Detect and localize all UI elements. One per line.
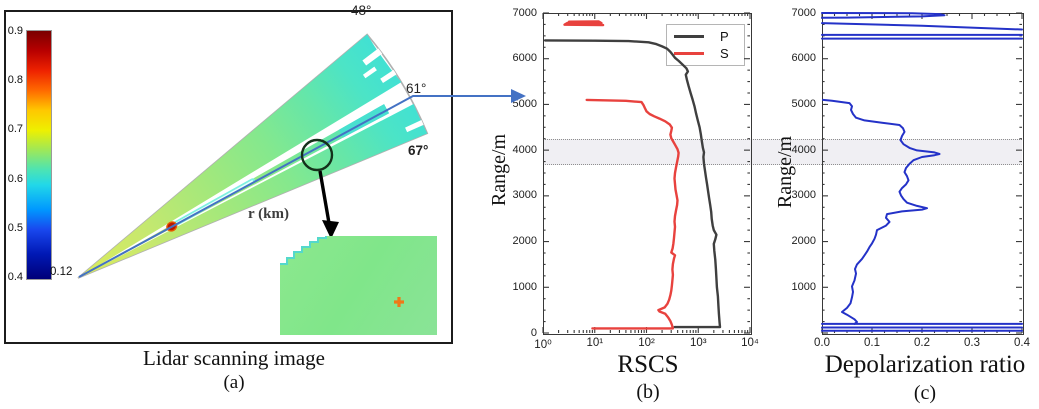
legend-label-s: S xyxy=(720,46,729,62)
c-ytick-1000: 1000 xyxy=(791,280,816,293)
b-xtick-3: 10³ xyxy=(689,337,707,349)
c-xtick-0.0: 0.0 xyxy=(814,337,830,349)
b-ytick-6000: 6000 xyxy=(512,52,537,65)
colorbar-tick-0.6: 0.6 xyxy=(7,172,23,185)
b-ytick-2000: 2000 xyxy=(512,235,537,248)
c-ytick-6000: 6000 xyxy=(791,52,816,65)
panel-a-tag: (a) xyxy=(223,372,245,393)
colorbar xyxy=(26,30,52,280)
legend-box: P S xyxy=(666,24,745,66)
colorbar-tick-0.8: 0.8 xyxy=(7,74,23,87)
panel-a-caption: Lidar scanning image xyxy=(143,346,325,370)
rscs-y-axis-title: Range/m xyxy=(488,133,510,207)
legend-label-p: P xyxy=(720,28,729,44)
angle-label-67: 67° xyxy=(408,143,429,158)
legend-entry-s: S xyxy=(667,46,744,61)
b-ytick-1000: 1000 xyxy=(512,280,537,293)
s-line-swatch xyxy=(674,52,704,56)
c-ytick-2000: 2000 xyxy=(791,235,816,248)
c-xtick-0.3: 0.3 xyxy=(964,337,980,349)
c-xtick-0.1: 0.1 xyxy=(864,337,880,349)
rscs-x-axis-title: RSCS xyxy=(617,351,679,378)
depol-x-axis-title: Depolarization ratio xyxy=(824,351,1026,378)
colorbar-tick-0.7: 0.7 xyxy=(7,123,23,136)
range-axis-label: r (km) xyxy=(248,206,289,222)
b-ytick-0: 0 xyxy=(530,326,537,339)
legend-entry-p: P xyxy=(667,29,744,44)
b-xtick-2: 10² xyxy=(638,337,655,349)
angle-label-48: 48° xyxy=(351,3,372,18)
c-xtick-0.4: 0.4 xyxy=(1014,337,1030,349)
lidar-scan-panel-border xyxy=(4,10,453,344)
b-ytick-5000: 5000 xyxy=(512,97,537,110)
colorbar-tick-0.5: 0.5 xyxy=(7,221,23,234)
p-line-swatch xyxy=(674,34,704,38)
depol-plot-frame xyxy=(822,13,1024,335)
b-xtick-1: 10¹ xyxy=(586,337,604,349)
c-ytick-7000: 7000 xyxy=(791,6,816,19)
b-xtick-4: 10⁴ xyxy=(741,337,759,349)
colorbar-tick-0.4: 0.4 xyxy=(7,271,23,283)
c-xtick-0.2: 0.2 xyxy=(914,337,930,349)
b-ytick-4000: 4000 xyxy=(512,143,537,156)
c-ytick-5000: 5000 xyxy=(791,97,816,110)
b-ytick-7000: 7000 xyxy=(512,6,537,19)
c-ytick-3000: 3000 xyxy=(791,189,816,202)
panel-c-tag: (c) xyxy=(913,382,937,404)
c-ytick-4000: 4000 xyxy=(791,143,816,156)
depol-y-axis-title: Range/m xyxy=(774,135,796,209)
colorbar-tick-0.9: 0.9 xyxy=(7,25,23,37)
angle-label-61: 61° xyxy=(406,81,427,96)
rscs-plot-frame xyxy=(543,13,752,335)
colorbar-min-value-label: 0.12 xyxy=(50,266,73,278)
panel-b-tag: (b) xyxy=(636,381,660,403)
b-ytick-3000: 3000 xyxy=(512,189,537,202)
b-xtick-0: 10⁰ xyxy=(534,339,552,351)
